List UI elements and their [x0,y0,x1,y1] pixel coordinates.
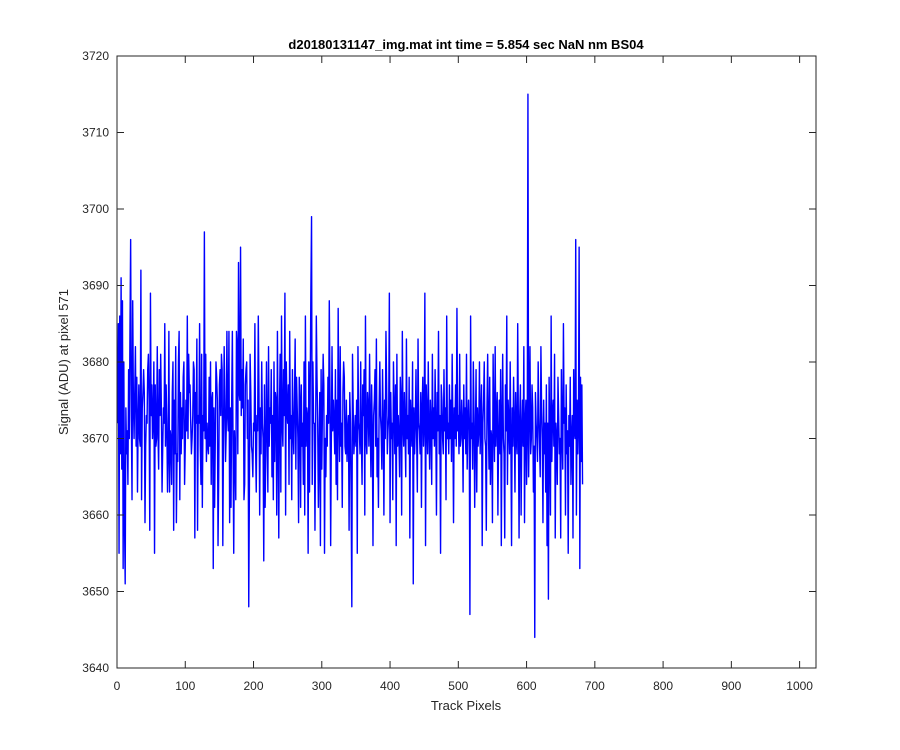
y-tick-label: 3660 [82,508,109,522]
x-tick-label: 500 [448,679,468,693]
x-tick-label: 800 [653,679,673,693]
y-tick-label: 3720 [82,49,109,63]
x-tick-label: 400 [380,679,400,693]
y-tick-label: 3680 [82,355,109,369]
y-tick-label: 3670 [82,432,109,446]
series-line [116,93,584,639]
x-tick-label: 100 [175,679,195,693]
x-axis-label: Track Pixels [431,698,502,713]
x-tick-label: 900 [721,679,741,693]
chart-title: d20180131147_img.mat int time = 5.854 se… [288,37,644,52]
x-axis-ticks: 0 100 200 300 400 500 600 700 800 900 1000 [114,56,813,693]
y-tick-label: 3640 [82,661,109,675]
y-tick-label: 3710 [82,126,109,140]
x-tick-label: 1000 [786,679,813,693]
x-tick-label: 300 [312,679,332,693]
y-axis-ticks: 3640 3650 3660 3670 3680 3690 3700 3710 3720 [82,49,816,675]
y-axis-label: Signal (ADU) at pixel 571 [56,289,71,435]
y-tick-label: 3650 [82,585,109,599]
x-tick-label: 600 [517,679,537,693]
x-tick-label: 700 [585,679,605,693]
y-tick-label: 3690 [82,279,109,293]
x-tick-label: 0 [114,679,121,693]
x-tick-label: 200 [244,679,264,693]
y-tick-label: 3700 [82,202,109,216]
